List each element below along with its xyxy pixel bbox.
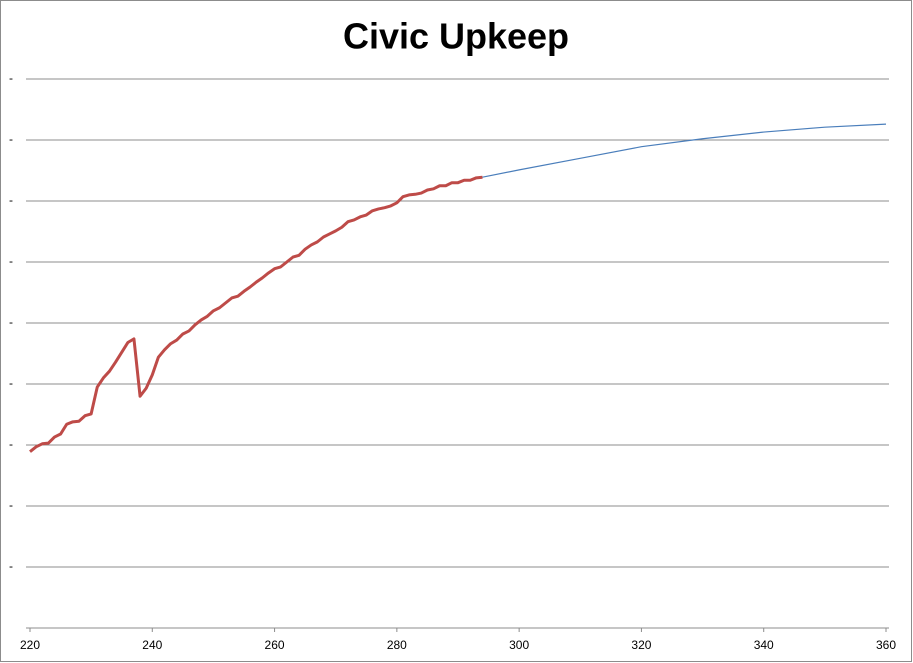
y-tick-label: -	[9, 254, 13, 268]
series-line	[29, 175, 483, 453]
y-tick-label: -	[9, 437, 13, 451]
x-tick-label: 240	[142, 638, 162, 652]
x-tick-label: 220	[20, 638, 40, 652]
x-tick-label: 340	[754, 638, 774, 652]
y-tick-label: -	[9, 498, 13, 512]
x-tick-label: 260	[265, 638, 285, 652]
y-tick-label: -	[9, 193, 13, 207]
y-tick-label: -	[9, 132, 13, 146]
series-line	[482, 123, 887, 178]
y-tick-label: -	[9, 71, 13, 85]
x-tick-label: 320	[631, 638, 651, 652]
chart-title: Civic Upkeep	[343, 16, 569, 57]
y-tick-label: -	[9, 559, 13, 573]
x-tick-label: 360	[876, 638, 896, 652]
y-tick-label: -	[9, 376, 13, 390]
x-tick-label: 300	[509, 638, 529, 652]
y-tick-label: -	[9, 315, 13, 329]
x-tick-label: 280	[387, 638, 407, 652]
